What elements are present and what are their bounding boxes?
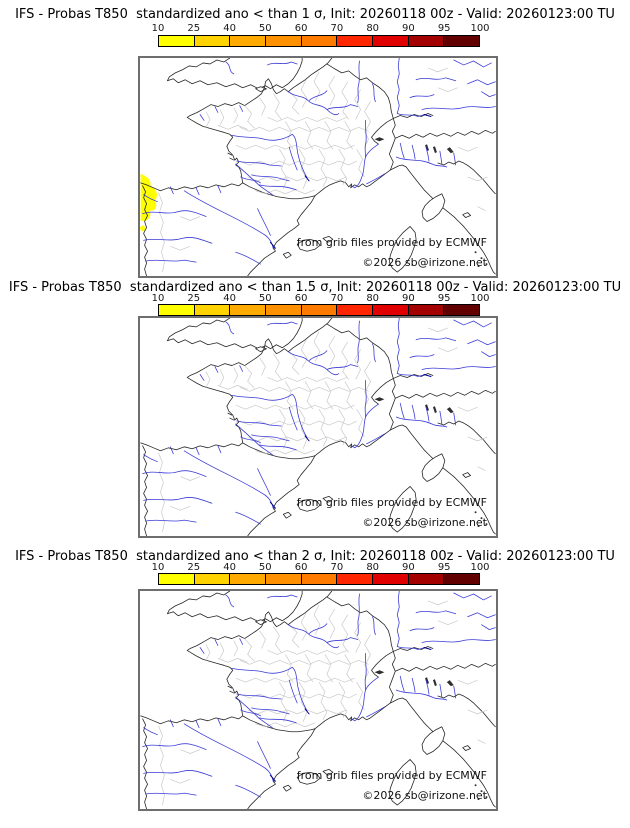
colorbar-segment: [444, 305, 480, 315]
panel-title: IFS - Probas T850 standardized ano < tha…: [8, 280, 622, 295]
colorbar-tick-label: 40: [223, 23, 236, 34]
credit-copyright: ©2026 sb@irizone.net: [362, 789, 487, 802]
colorbar-tick-label: 100: [470, 23, 490, 34]
colorbar-segment: [337, 305, 374, 315]
colorbar-tick-label: 10: [151, 23, 165, 34]
colorbar-segment: [159, 36, 195, 46]
colorbar-tick-label: 70: [330, 23, 344, 34]
colorbar-segment: [266, 574, 302, 584]
colorbar-tick-label: 90: [402, 562, 415, 573]
colorbar-tick-label: 95: [437, 293, 451, 304]
colorbar-tick-labels: 10 25 40 50 60 70 80 90 95 100: [152, 562, 490, 573]
colorbar-segment: [408, 305, 445, 315]
colorbar: [158, 573, 480, 585]
colorbar-segment: [194, 305, 231, 315]
colorbar-segment: [301, 305, 338, 315]
colorbar-segment: [444, 574, 480, 584]
colorbar-segment: [373, 574, 409, 584]
colorbar-tick-label: 60: [294, 562, 308, 573]
colorbar-segment: [337, 574, 374, 584]
colorbar-segment: [230, 305, 267, 315]
france-map: [140, 318, 496, 536]
probability-highlight-galicia: [140, 173, 158, 221]
map-panel: from grib files provided by ECMWF ©2026 …: [138, 56, 498, 278]
colorbar-tick-label: 40: [223, 293, 236, 304]
colorbar-tick-label: 60: [294, 23, 308, 34]
colorbar-tick-label: 100: [470, 293, 490, 304]
colorbar-tick-label: 40: [223, 562, 236, 573]
colorbar-segment: [266, 36, 302, 46]
colorbar-tick-label: 70: [330, 562, 344, 573]
colorbar-tick-labels: 10 25 40 50 60 70 80 90 95 100: [152, 293, 490, 304]
colorbar-tick-label: 100: [470, 562, 490, 573]
map-panel: from grib files provided by ECMWF ©2026 …: [138, 589, 498, 811]
colorbar-segment: [408, 36, 445, 46]
colorbar-segment: [194, 36, 231, 46]
colorbar-tick-label: 95: [437, 23, 451, 34]
credit-copyright: ©2026 sb@irizone.net: [362, 256, 487, 269]
credit-ecmwf: from grib files provided by ECMWF: [296, 236, 487, 249]
colorbar-segment: [408, 574, 445, 584]
colorbar-tick-label: 90: [402, 293, 415, 304]
colorbar-tick-label: 80: [366, 23, 380, 34]
colorbar-tick-label: 60: [294, 293, 308, 304]
probability-highlight-speck: [140, 225, 146, 232]
colorbar-tick-label: 25: [187, 23, 201, 34]
colorbar-segment: [159, 574, 195, 584]
credit-ecmwf: from grib files provided by ECMWF: [296, 496, 487, 509]
colorbar-segment: [301, 36, 338, 46]
colorbar-segment: [194, 574, 231, 584]
map-panel: from grib files provided by ECMWF ©2026 …: [138, 316, 498, 538]
colorbar-tick-label: 80: [366, 293, 380, 304]
colorbar-tick-label: 90: [402, 23, 415, 34]
colorbar-tick-label: 95: [437, 562, 451, 573]
colorbar-tick-label: 25: [187, 293, 201, 304]
france-map: [140, 58, 496, 276]
colorbar-segment: [159, 305, 195, 315]
credit-copyright: ©2026 sb@irizone.net: [362, 516, 487, 529]
colorbar-tick-label: 50: [258, 562, 272, 573]
colorbar-tick-label: 25: [187, 562, 201, 573]
colorbar-tick-label: 10: [151, 293, 165, 304]
colorbar-segment: [266, 305, 302, 315]
colorbar-segment: [301, 574, 338, 584]
colorbar-tick-label: 10: [151, 562, 165, 573]
colorbar-tick-labels: 10 25 40 50 60 70 80 90 95 100: [152, 23, 490, 34]
colorbar-segment: [230, 36, 267, 46]
france-map: [140, 591, 496, 809]
credit-ecmwf: from grib files provided by ECMWF: [296, 769, 487, 782]
colorbar-segment: [230, 574, 267, 584]
colorbar-tick-label: 70: [330, 293, 344, 304]
colorbar-segment: [373, 36, 409, 46]
colorbar: [158, 35, 480, 47]
colorbar-segment: [373, 305, 409, 315]
colorbar-segment: [444, 36, 480, 46]
colorbar-segment: [337, 36, 374, 46]
panel-title: IFS - Probas T850 standardized ano < tha…: [15, 7, 615, 22]
panel-title: IFS - Probas T850 standardized ano < tha…: [15, 549, 615, 564]
colorbar: [158, 304, 480, 316]
colorbar-tick-label: 80: [366, 562, 380, 573]
colorbar-tick-label: 50: [258, 293, 272, 304]
colorbar-tick-label: 50: [258, 23, 272, 34]
